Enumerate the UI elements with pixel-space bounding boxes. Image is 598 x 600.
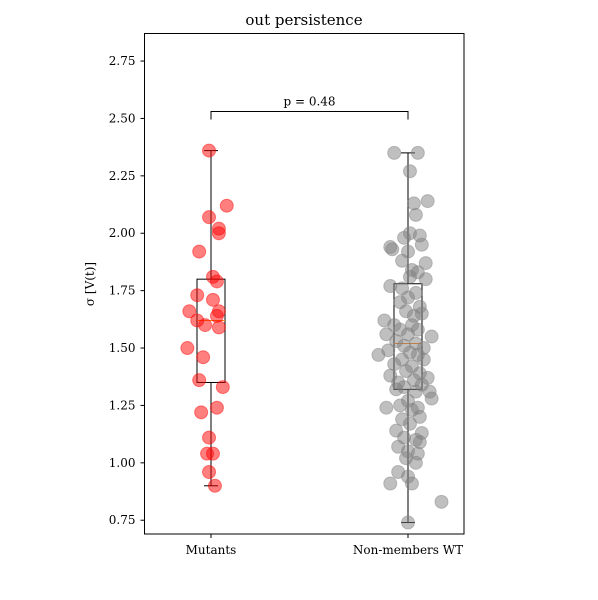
data-point xyxy=(205,446,220,461)
data-point xyxy=(202,210,217,225)
data-point xyxy=(198,318,213,333)
y-axis: 0.75 1.00 1.25 1.50 1.75 2.00 2.25 2.50 2.75 xyxy=(109,54,145,527)
y-axis-label: σ [V(t)] xyxy=(83,262,97,306)
data-point xyxy=(434,494,449,509)
data-point xyxy=(207,478,222,493)
data-point xyxy=(424,329,439,344)
significance-bracket xyxy=(210,111,409,120)
data-point xyxy=(399,363,414,378)
data-point xyxy=(205,292,220,307)
data-point xyxy=(190,288,205,303)
data-point xyxy=(402,269,417,284)
data-point xyxy=(420,194,435,209)
data-point xyxy=(202,143,217,158)
data-point xyxy=(371,347,386,362)
data-point xyxy=(416,352,431,367)
data-point xyxy=(180,341,195,356)
data-point xyxy=(192,244,207,259)
data-point xyxy=(196,350,211,365)
data-point xyxy=(414,237,429,252)
data-point xyxy=(397,230,412,245)
data-point xyxy=(215,380,230,395)
plot-frame xyxy=(144,33,465,535)
data-point xyxy=(194,405,209,420)
data-point xyxy=(192,373,207,388)
data-point xyxy=(404,476,419,491)
data-point xyxy=(412,435,427,450)
data-point xyxy=(209,400,224,415)
data-point xyxy=(202,430,217,445)
data-point xyxy=(402,416,417,431)
data-point xyxy=(406,196,421,211)
data-point xyxy=(211,226,226,241)
y-tick-label: 1.75 xyxy=(109,284,136,298)
p-value-label: p = 0.48 xyxy=(283,95,335,109)
data-point xyxy=(393,398,408,413)
data-point xyxy=(418,256,433,271)
data-point xyxy=(418,272,433,287)
data-point xyxy=(410,145,425,160)
data-point xyxy=(211,320,226,335)
data-point xyxy=(379,400,394,415)
data-point xyxy=(385,242,400,257)
data-point xyxy=(402,164,417,179)
y-tick-label: 1.25 xyxy=(109,398,136,412)
y-tick-label: 1.00 xyxy=(109,456,136,470)
data-point xyxy=(408,455,423,470)
y-tick-label: 1.50 xyxy=(109,341,136,355)
data-point xyxy=(412,409,427,424)
data-points xyxy=(180,143,449,530)
data-point xyxy=(389,382,404,397)
data-point xyxy=(202,465,217,480)
data-point xyxy=(379,327,394,342)
data-point xyxy=(387,145,402,160)
y-tick-label: 0.75 xyxy=(109,513,136,527)
data-point xyxy=(401,515,415,530)
data-point xyxy=(182,304,197,319)
data-point xyxy=(383,279,398,294)
data-point xyxy=(209,274,224,289)
data-point xyxy=(408,207,423,222)
data-point xyxy=(395,253,410,268)
data-point xyxy=(209,308,224,323)
x-tick-label: Non-members WT xyxy=(353,543,463,557)
data-point xyxy=(383,476,398,491)
y-tick-label: 2.00 xyxy=(109,226,136,240)
data-point xyxy=(219,198,234,213)
x-tick-label: Mutants xyxy=(186,543,237,557)
significance-annotation: p = 0.48 xyxy=(210,95,409,120)
chart-title: out persistence xyxy=(245,11,362,29)
data-point xyxy=(408,384,423,399)
x-axis: Mutants Non-members WT xyxy=(186,534,463,557)
y-tick-label: 2.75 xyxy=(109,54,136,68)
data-point xyxy=(424,391,439,406)
y-tick-label: 2.25 xyxy=(109,169,136,183)
y-tick-label: 2.50 xyxy=(109,111,136,125)
